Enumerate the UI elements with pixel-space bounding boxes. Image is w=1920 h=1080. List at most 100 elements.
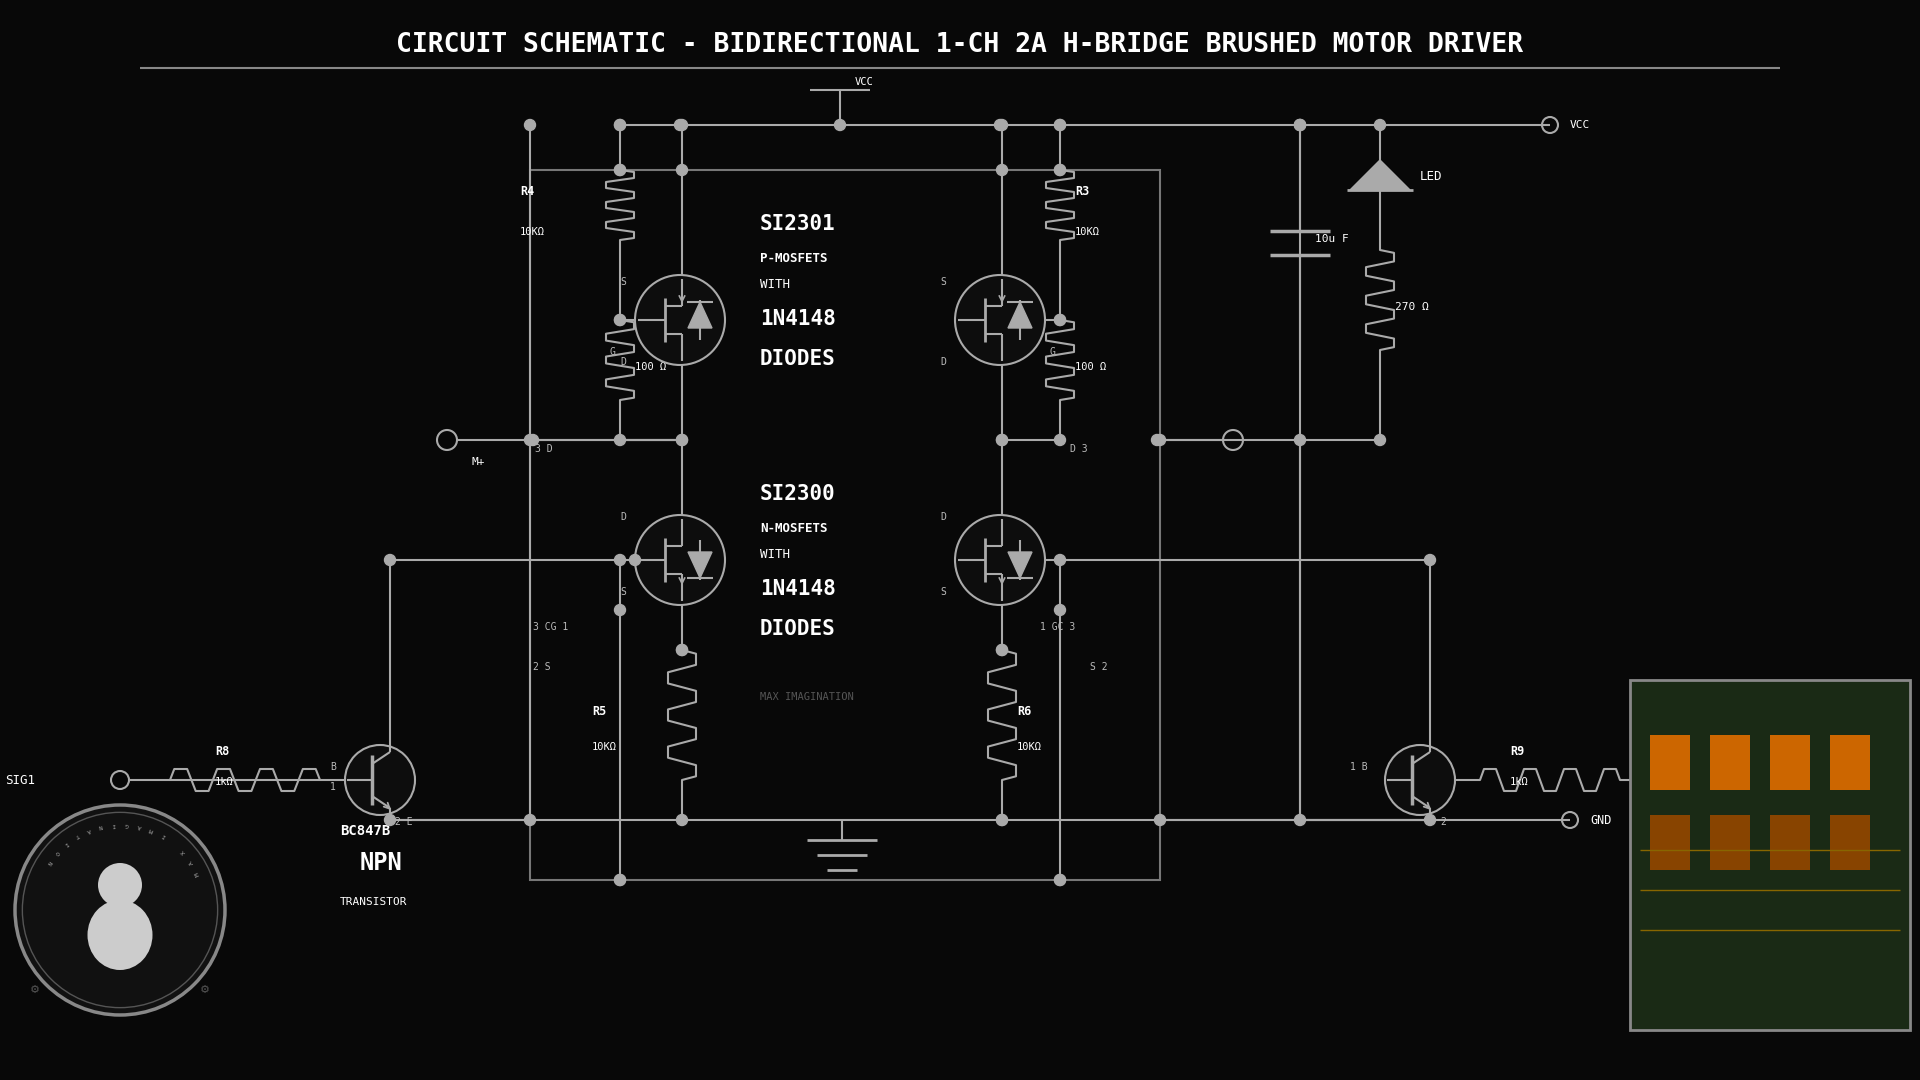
Bar [1830,815,1870,870]
Circle shape [614,605,626,616]
Text: 1 B: 1 B [1350,762,1367,772]
Circle shape [98,863,142,907]
Text: 10u F: 10u F [1315,234,1348,244]
Text: D: D [941,357,947,367]
Text: S: S [941,276,947,287]
Polygon shape [1008,552,1033,578]
Text: 10KΩ: 10KΩ [1018,742,1043,752]
Circle shape [1294,814,1306,825]
Circle shape [614,434,626,445]
Text: 3 D: 3 D [536,444,553,454]
Circle shape [630,554,641,566]
Circle shape [1054,605,1066,616]
Circle shape [1054,314,1066,325]
Text: 2 S: 2 S [534,662,551,672]
Text: N: N [98,823,104,829]
Text: 1kΩ: 1kΩ [215,777,234,787]
Bar [1649,735,1690,789]
Text: R3: R3 [1075,185,1089,198]
Text: S 2: S 2 [1091,662,1108,672]
Text: 1N4148: 1N4148 [760,309,835,329]
Circle shape [996,814,1008,825]
Circle shape [1054,875,1066,886]
Bar [1770,735,1811,789]
Text: BC847B: BC847B [340,824,390,838]
Text: 100 Ω: 100 Ω [1075,362,1106,372]
Text: X: X [180,849,186,855]
Polygon shape [1350,160,1409,190]
Circle shape [1375,434,1386,445]
Text: A: A [86,827,90,833]
Text: 2 E: 2 E [396,816,413,827]
Text: SI2301: SI2301 [760,214,835,234]
Text: SIG2: SIG2 [1774,773,1805,786]
Circle shape [676,434,687,445]
Circle shape [636,275,726,365]
Text: SI2300: SI2300 [760,484,835,504]
Circle shape [1294,120,1306,131]
Circle shape [614,554,626,566]
Circle shape [1054,875,1066,886]
Text: P-MOSFETS: P-MOSFETS [760,252,828,265]
Circle shape [1054,164,1066,175]
Polygon shape [1008,302,1033,328]
Text: R9: R9 [1509,745,1524,758]
Circle shape [676,645,687,656]
Bar [530,170,1160,880]
Text: B: B [330,762,336,772]
Circle shape [384,814,396,825]
Circle shape [1154,814,1165,825]
Bar [1711,735,1749,789]
Text: G: G [611,347,616,357]
Ellipse shape [88,900,152,970]
Circle shape [346,745,415,815]
Text: NPN: NPN [361,851,403,875]
Circle shape [1054,120,1066,131]
Bar [1649,815,1690,870]
Circle shape [996,645,1008,656]
Text: M+: M+ [472,457,486,467]
Circle shape [1425,554,1436,566]
Circle shape [674,120,685,131]
Circle shape [676,645,687,656]
Circle shape [996,434,1008,445]
Circle shape [524,120,536,131]
Text: G: G [125,822,129,827]
Text: 1kΩ: 1kΩ [1509,777,1528,787]
Text: D 3: D 3 [1069,444,1087,454]
Circle shape [1054,120,1066,131]
Circle shape [676,164,687,175]
Circle shape [524,434,536,445]
Text: TRANSISTOR: TRANSISTOR [340,897,407,907]
Text: 1N4148: 1N4148 [760,579,835,599]
FancyBboxPatch shape [1630,680,1910,1030]
Circle shape [676,434,687,445]
Polygon shape [687,302,712,328]
Bar [1711,815,1749,870]
Text: GND: GND [1590,813,1611,826]
Circle shape [996,164,1008,175]
Circle shape [1294,434,1306,445]
Circle shape [1054,164,1066,175]
Text: G: G [1050,347,1056,357]
Text: 270 Ω: 270 Ω [1396,302,1428,312]
Circle shape [1425,814,1436,825]
Circle shape [1294,120,1306,131]
Text: 10KΩ: 10KΩ [1075,227,1100,237]
Text: MAX IMAGINATION: MAX IMAGINATION [760,692,854,702]
Text: A: A [188,860,194,865]
Text: N: N [46,860,52,865]
Text: R5: R5 [591,705,607,718]
Text: SIG1: SIG1 [6,773,35,786]
Text: R6: R6 [1018,705,1031,718]
Circle shape [1054,314,1066,325]
Text: DIODES: DIODES [760,349,835,369]
Bar [1830,735,1870,789]
Circle shape [614,875,626,886]
Text: A: A [136,823,142,829]
Text: 2: 2 [1440,816,1446,827]
Circle shape [614,120,626,131]
Text: T: T [73,833,79,839]
Circle shape [614,120,626,131]
Text: ⚙: ⚙ [31,985,40,995]
